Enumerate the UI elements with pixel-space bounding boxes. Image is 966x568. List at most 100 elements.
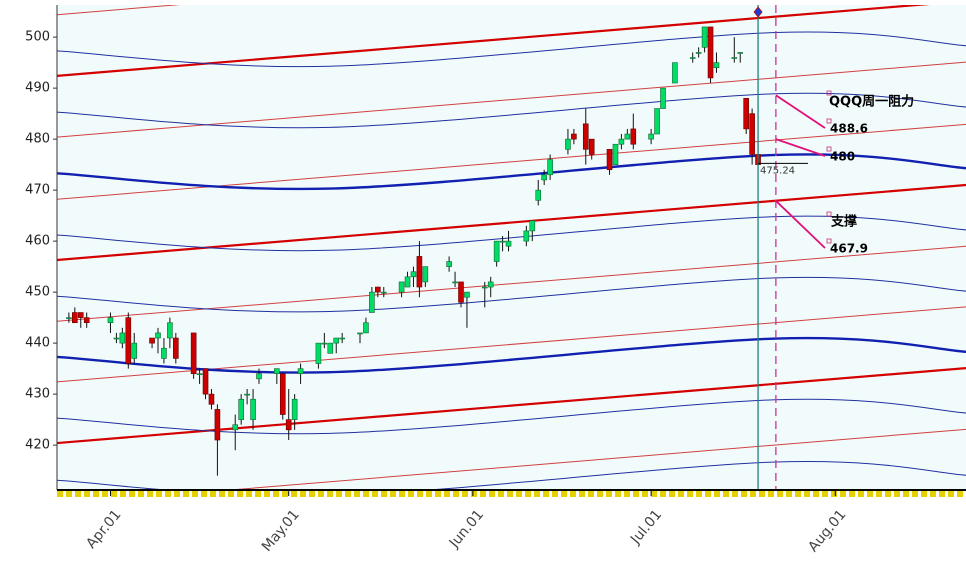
candle-body bbox=[375, 286, 381, 293]
candle-body bbox=[49, 313, 54, 314]
candle-body bbox=[547, 159, 553, 176]
candle-body bbox=[452, 281, 458, 284]
candle-body bbox=[505, 240, 512, 247]
candle-body bbox=[458, 281, 464, 303]
candle-body bbox=[660, 87, 666, 109]
candle-body bbox=[689, 57, 696, 59]
candle-body bbox=[232, 424, 239, 431]
candle-body bbox=[398, 281, 405, 293]
label-handle bbox=[826, 211, 832, 217]
candle-body bbox=[131, 342, 138, 359]
y-tick-label: 480 bbox=[25, 132, 50, 147]
candle-body bbox=[707, 26, 714, 79]
resistance-label: QQQ周一阻力 bbox=[829, 94, 914, 110]
candle-body bbox=[582, 123, 589, 150]
candle-body bbox=[446, 261, 452, 267]
overlay-line bbox=[57, 336, 966, 374]
candle-body bbox=[327, 342, 334, 354]
y-tick-label: 440 bbox=[25, 336, 50, 351]
last-price-label: 475.24 bbox=[760, 165, 795, 176]
level-handle bbox=[826, 118, 832, 124]
candle-body bbox=[196, 373, 203, 376]
candle-body bbox=[654, 108, 660, 135]
candle-body bbox=[321, 342, 328, 345]
candle-body bbox=[202, 368, 209, 395]
overlay-line bbox=[57, 460, 966, 490]
candle-body bbox=[422, 266, 429, 283]
candle-body bbox=[404, 276, 411, 288]
candle-body bbox=[119, 332, 126, 344]
y-tick-label: 470 bbox=[25, 183, 50, 198]
candle-body bbox=[535, 189, 542, 201]
candle-body bbox=[107, 317, 114, 324]
candle-body bbox=[113, 337, 120, 340]
candle-body bbox=[291, 398, 298, 420]
candle-body bbox=[571, 133, 577, 140]
candle-body bbox=[363, 322, 369, 334]
candle-body bbox=[297, 368, 304, 375]
level-pointer bbox=[775, 200, 826, 249]
y-tick-label: 420 bbox=[25, 438, 50, 453]
candle-layer bbox=[49, 26, 761, 476]
candle-body bbox=[339, 337, 345, 340]
x-tick-label: Jun.01 bbox=[446, 507, 487, 552]
candle-body bbox=[487, 281, 494, 288]
overlay-line bbox=[57, 398, 966, 435]
candle-body bbox=[749, 113, 755, 155]
overlay-line bbox=[57, 276, 966, 313]
candle-body bbox=[493, 240, 500, 262]
candle-body bbox=[481, 286, 488, 289]
candle-body bbox=[333, 337, 340, 344]
candle-body bbox=[648, 133, 654, 140]
candle-body bbox=[66, 317, 72, 319]
candle-body bbox=[737, 52, 744, 54]
level-handle bbox=[826, 238, 832, 244]
candle-body bbox=[701, 26, 708, 48]
candle-body bbox=[464, 291, 470, 298]
candle-body bbox=[410, 271, 417, 278]
candle-body bbox=[380, 291, 387, 294]
candle-body bbox=[588, 138, 595, 155]
candle-body bbox=[612, 143, 619, 165]
candle-body bbox=[208, 393, 215, 405]
candle-body bbox=[83, 317, 90, 324]
candle-body bbox=[357, 332, 363, 335]
x-tick-label: Apr.01 bbox=[83, 507, 124, 552]
y-tick-label: 460 bbox=[25, 234, 50, 249]
candle-body bbox=[190, 332, 197, 375]
candle-body bbox=[523, 230, 530, 242]
candle-body bbox=[244, 393, 250, 396]
candle-body bbox=[285, 419, 292, 431]
candle-body bbox=[606, 149, 613, 171]
candle-body bbox=[731, 57, 738, 59]
candle-body bbox=[713, 62, 720, 69]
x-tick-label: Jul.01 bbox=[627, 507, 665, 548]
candle-body bbox=[672, 62, 678, 84]
level-pointer bbox=[775, 94, 826, 129]
candle-body bbox=[565, 138, 571, 150]
level-label: 488.6 bbox=[830, 122, 868, 136]
candle-body bbox=[279, 373, 286, 415]
overlay-line bbox=[57, 31, 966, 68]
overlay-line bbox=[57, 92, 966, 129]
candle-body bbox=[77, 312, 84, 318]
y-tick-label: 430 bbox=[25, 387, 50, 402]
candle-body bbox=[416, 256, 423, 288]
level-label: 467.9 bbox=[830, 242, 868, 256]
candle-body bbox=[369, 291, 375, 313]
overlay-line bbox=[224, 428, 966, 490]
y-tick-label: 490 bbox=[25, 81, 50, 96]
candle-body bbox=[274, 368, 280, 375]
y-tick-label: 500 bbox=[25, 30, 50, 45]
candle-body bbox=[624, 133, 631, 140]
overlay-line bbox=[57, 153, 966, 191]
support-label: 支撑 bbox=[830, 214, 857, 230]
candle-body bbox=[529, 220, 536, 232]
candle-body bbox=[743, 98, 749, 130]
candle-body bbox=[541, 174, 547, 181]
candle-body bbox=[155, 332, 161, 339]
candle-body bbox=[695, 52, 702, 54]
candle-body bbox=[315, 342, 322, 364]
